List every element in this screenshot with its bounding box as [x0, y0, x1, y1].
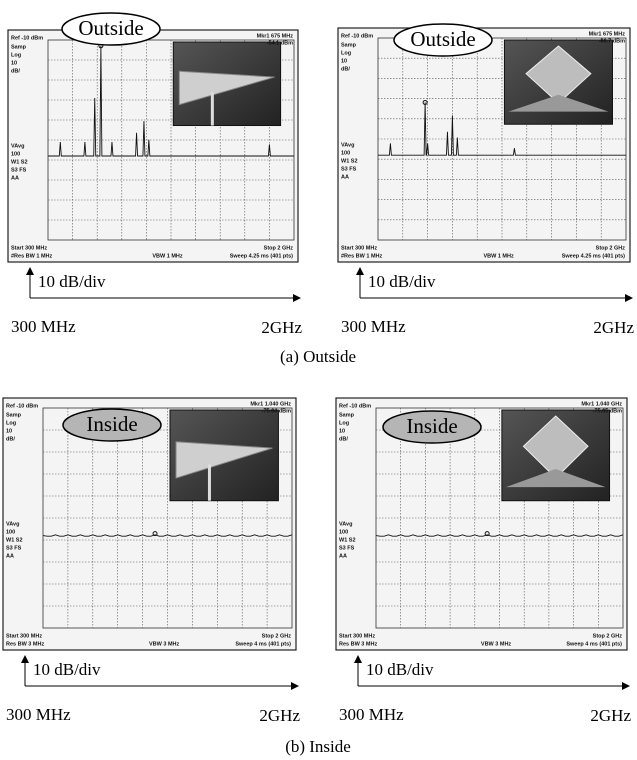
side-label: W1 S2 [11, 159, 28, 165]
side-label: W1 S2 [341, 158, 358, 164]
start-frequency: Start 300 MHz [6, 633, 42, 639]
side-label: dB/ [6, 436, 15, 442]
side-label: Samp [11, 44, 27, 50]
resolution-bandwidth: Res BW 3 MHz [6, 641, 44, 647]
axis-start-label: 300 MHz [11, 317, 76, 336]
side-label: 10 [11, 60, 17, 66]
caption: (a) Outside [280, 347, 356, 366]
analyzer-screen: Ref -10 dBm Mkr1 1.040 GHz-75.64 dBm Samp L… [3, 398, 300, 725]
antenna-mast [208, 464, 211, 500]
side-label: Log [339, 420, 349, 426]
axis-end-label: 2GHz [259, 706, 300, 725]
sweep-time: Sweep 4 ms (401 pts) [566, 641, 622, 647]
side-label: 100 [339, 529, 348, 535]
side-label: AA [341, 174, 349, 180]
video-bandwidth: VBW 1 MHz [152, 253, 183, 259]
marker-frequency: Mkr1 1.040 GHz [581, 401, 622, 407]
side-label: 100 [341, 150, 350, 156]
side-label: dB/ [341, 66, 350, 72]
side-label: S3 FS [6, 545, 22, 551]
side-label: VAvg [6, 521, 19, 527]
side-label: S3 FS [11, 167, 27, 173]
marker-frequency: Mkr1 1.040 GHz [250, 401, 291, 407]
side-label: Samp [6, 412, 22, 418]
side-label: 10 [339, 428, 345, 434]
marker-level: -75.65 dBm [593, 408, 622, 414]
side-label: AA [339, 553, 347, 559]
axis-end-label: 2GHz [261, 318, 302, 337]
side-label: Log [11, 52, 21, 58]
side-label: VAvg [341, 142, 354, 148]
sweep-time: Sweep 4 ms (401 pts) [235, 641, 291, 647]
sweep-time: Sweep 4.25 ms (401 pts) [230, 253, 293, 259]
side-label: AA [6, 553, 14, 559]
side-label: dB/ [339, 436, 348, 442]
side-label: W1 S2 [6, 537, 23, 543]
resolution-bandwidth: #Res BW 1 MHz [341, 253, 383, 259]
stop-frequency: Stop 2 GHz [593, 633, 623, 639]
side-label: W1 S2 [339, 537, 356, 543]
axis-start-label: 300 MHz [339, 705, 404, 724]
analyzer-screen: Ref -10 dBm Mkr1 675 MHz-60.7 dBm Samp Log 1… [338, 24, 634, 337]
start-frequency: Start 300 MHz [339, 633, 375, 639]
side-label: Samp [341, 42, 357, 48]
stop-frequency: Stop 2 GHz [264, 245, 294, 251]
side-label: Log [341, 50, 351, 56]
start-frequency: Start 300 MHz [341, 245, 377, 251]
badge-label: Outside [78, 16, 143, 40]
video-bandwidth: VBW 3 MHz [149, 641, 180, 647]
side-label: Log [6, 420, 16, 426]
marker-level: -54.1 dBm [267, 40, 293, 46]
axis-start-label: 300 MHz [6, 705, 71, 724]
side-label: AA [11, 175, 19, 181]
marker-frequency: Mkr1 675 MHz [589, 31, 626, 37]
marker-level: -60.7 dBm [599, 38, 625, 44]
side-label: 100 [11, 151, 20, 157]
marker-frequency: Mkr1 675 MHz [257, 33, 294, 39]
resolution-bandwidth: #Res BW 1 MHz [11, 253, 53, 259]
antenna-mast [211, 92, 214, 125]
side-label: S3 FS [341, 166, 357, 172]
figure: (a) Outside (b) Inside Ref -10 dBm Mkr1 6… [0, 0, 637, 760]
reference-level: Ref -10 dBm [341, 33, 373, 39]
video-bandwidth: VBW 1 MHz [483, 253, 514, 259]
page: { "panels": [ {"badge": "Outside", "ref"… [0, 0, 637, 760]
badge-label: Inside [86, 412, 137, 436]
video-bandwidth: VBW 3 MHz [481, 641, 512, 647]
marker-level: -75.64 dBm [262, 408, 291, 414]
scale-label: 10 dB/div [38, 272, 106, 291]
scale-label: 10 dB/div [368, 272, 436, 291]
side-label: Samp [339, 412, 355, 418]
side-label: VAvg [339, 521, 352, 527]
axis-end-label: 2GHz [593, 318, 634, 337]
start-frequency: Start 300 MHz [11, 245, 47, 251]
analyzer-screen: Ref -10 dBm Mkr1 675 MHz-54.1 dBm Samp Log 1… [8, 13, 302, 337]
analyzer-screen: Ref -10 dBm Mkr1 1.040 GHz-75.65 dBm Samp L… [336, 398, 631, 725]
scale-label: 10 dB/div [33, 660, 101, 679]
side-label: 100 [6, 529, 15, 535]
reference-level: Ref -10 dBm [6, 403, 38, 409]
badge-label: Outside [410, 27, 475, 51]
side-label: 10 [6, 428, 12, 434]
badge-label: Inside [406, 414, 457, 438]
side-label: VAvg [11, 143, 24, 149]
side-label: dB/ [11, 68, 20, 74]
sweep-time: Sweep 4.25 ms (401 pts) [562, 253, 625, 259]
axis-end-label: 2GHz [590, 706, 631, 725]
reference-level: Ref -10 dBm [11, 35, 43, 41]
caption: (b) Inside [285, 737, 351, 756]
stop-frequency: Stop 2 GHz [262, 633, 292, 639]
resolution-bandwidth: Res BW 3 MHz [339, 641, 377, 647]
axis-start-label: 300 MHz [341, 317, 406, 336]
side-label: S3 FS [339, 545, 355, 551]
stop-frequency: Stop 2 GHz [596, 245, 626, 251]
reference-level: Ref -10 dBm [339, 403, 371, 409]
scale-label: 10 dB/div [366, 660, 434, 679]
side-label: 10 [341, 58, 347, 64]
